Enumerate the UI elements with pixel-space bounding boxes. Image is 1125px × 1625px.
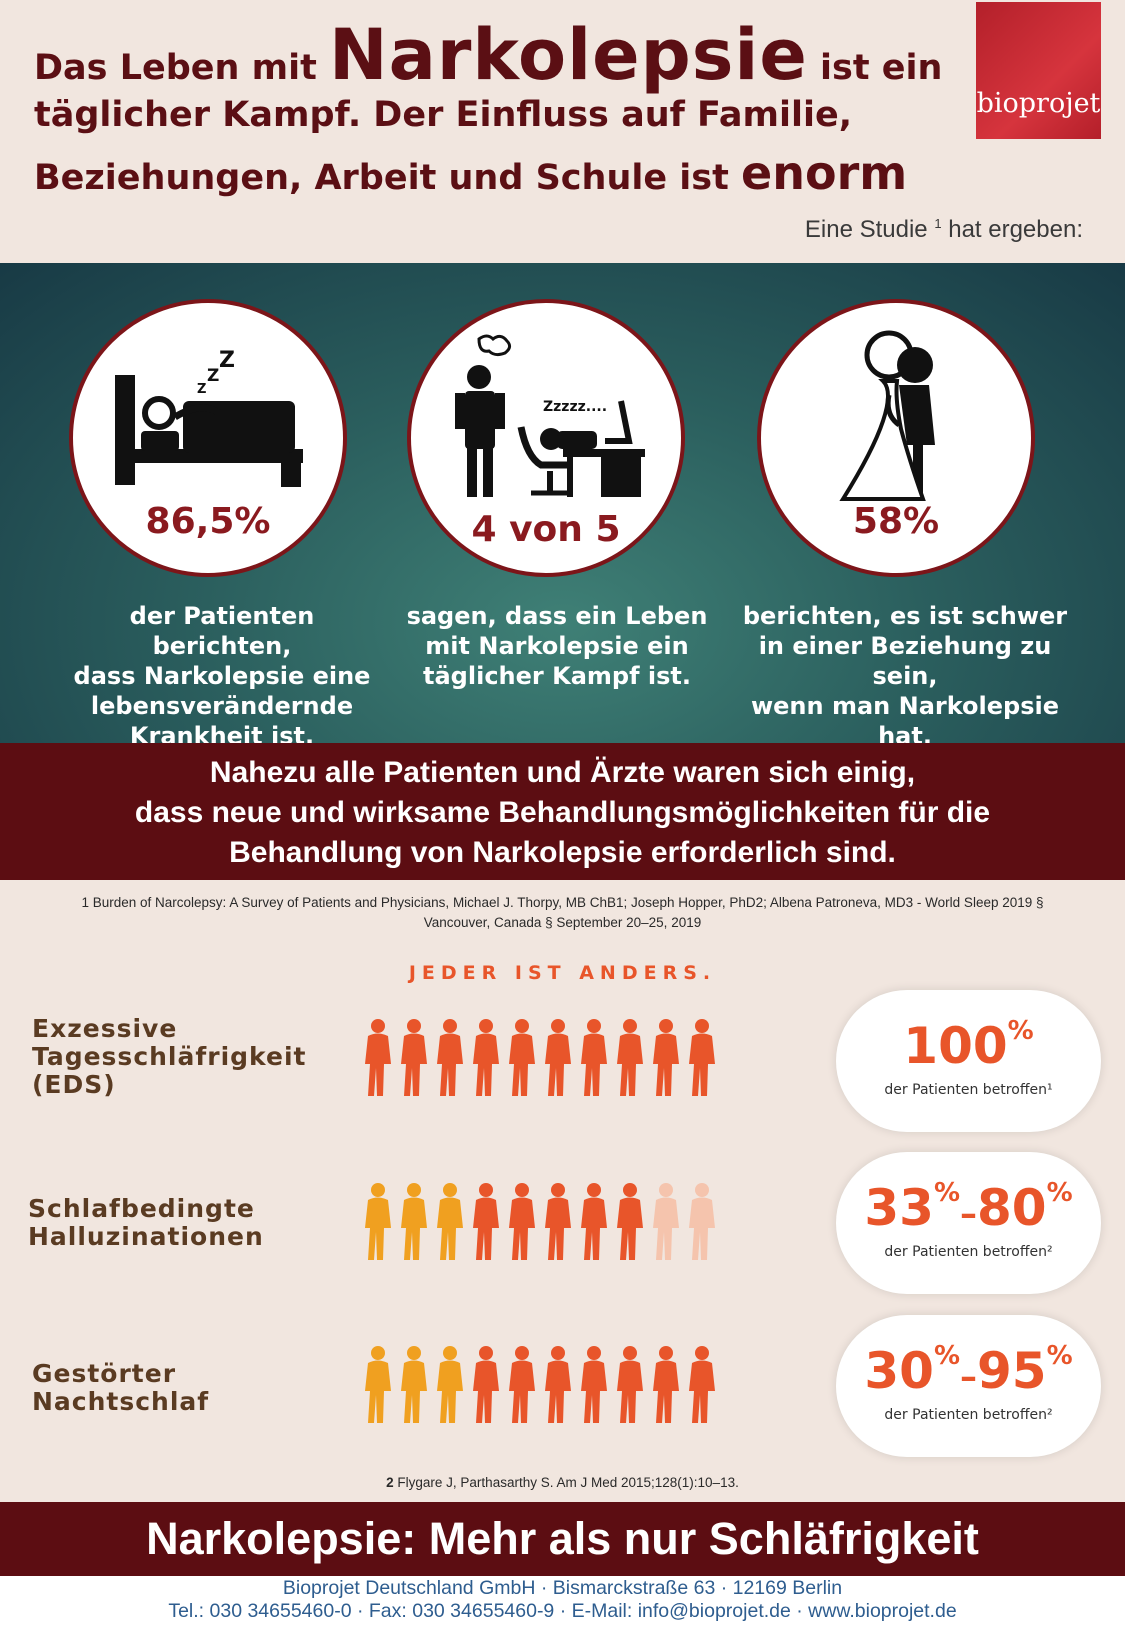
stat-caption-1: der Patienten berichten, dass Narkolepsie… (73, 602, 371, 750)
person-icon (617, 1346, 643, 1423)
bottom-title: Narkolepsie: Mehr als nur Schläfrigkeit (146, 1513, 979, 1564)
pill-value-hallucinations: 33%–80% (864, 1178, 1073, 1237)
people-icons-hallucinations (365, 1183, 715, 1260)
bottom-title-band: Narkolepsie: Mehr als nur Schläfrigkeit (0, 1502, 1125, 1576)
person-icon (689, 1019, 715, 1096)
footnote-2: 2 Flygare J, Parthasarthy S. Am J Med 20… (386, 1475, 739, 1490)
consensus-banner: Nahezu alle Patienten und Ärzte waren si… (0, 743, 1125, 880)
person-icon (401, 1346, 427, 1423)
svg-text:Zzzzz....: Zzzzz.... (543, 399, 607, 415)
title-line-2: täglicher Kampf. Der Einfluss auf Famili… (34, 95, 852, 135)
stat-pill-eds: 100% der Patienten betroffen¹ (836, 990, 1101, 1132)
svg-text:Z: Z (197, 382, 206, 397)
person-icon (653, 1019, 679, 1096)
person-icon (689, 1183, 715, 1260)
title-line-1: Das Leben mit Narkolepsie ist ein (34, 14, 943, 96)
footer: Bioprojet Deutschland GmbH · Bismarckstr… (0, 1576, 1125, 1625)
person-icon (473, 1183, 499, 1260)
person-icon (437, 1346, 463, 1423)
person-icon (581, 1019, 607, 1096)
banner-line-1: Nahezu alle Patienten und Ärzte waren si… (209, 756, 916, 789)
stat-circle-1: Z Z Z 86,5% (69, 299, 347, 577)
symptom-label-eds: Exzessive Tagesschläfrigkeit (EDS) (32, 1014, 307, 1099)
stat-circle-3: 58% (757, 299, 1035, 577)
person-icon (653, 1183, 679, 1260)
banner-line-3: Behandlung von Narkolepsie erforderlich … (229, 836, 896, 869)
stat-caption-3: berichten, es ist schwer in einer Beziehu… (742, 602, 1068, 750)
stat-value-1: 86,5% (145, 501, 271, 542)
section-heading: JEDER IST ANDERS. (408, 962, 717, 984)
person-icon (365, 1183, 391, 1260)
sleeping-in-bed-icon: Z Z Z (115, 348, 303, 487)
bioprojet-logo: bioprojet (976, 2, 1101, 139)
pill-caption-night-sleep: der Patienten betroffen² (884, 1407, 1053, 1423)
person-icon (401, 1019, 427, 1096)
stat-value-2: 4 von 5 (471, 509, 621, 550)
symptom-label-night-sleep: Gestörter Nachtschlaf (32, 1359, 210, 1416)
footer-contact: Tel.: 030 34655460-0 · Fax: 030 34655460… (168, 1600, 957, 1622)
pill-value-eds: 100% (903, 1016, 1034, 1075)
pill-value-night-sleep: 30%–95% (864, 1341, 1073, 1400)
person-icon (437, 1019, 463, 1096)
people-icons-night-sleep (365, 1346, 715, 1423)
person-icon (581, 1346, 607, 1423)
wedding-couple-icon (839, 330, 935, 501)
person-icon (545, 1183, 571, 1260)
person-icon (401, 1183, 427, 1260)
person-icon (545, 1019, 571, 1096)
person-icon (365, 1019, 391, 1096)
banner-line-2: dass neue und wirksame Behandlungsmöglic… (134, 796, 991, 829)
title-keyword: Narkolepsie (329, 14, 808, 96)
footer-address: Bioprojet Deutschland GmbH · Bismarckstr… (282, 1577, 843, 1599)
person-icon (617, 1183, 643, 1260)
title-line-3: Beziehungen, Arbeit und Schule ist enorm (34, 146, 908, 200)
stat-circle-2: Zzzzz.... 4 von 5 (407, 299, 685, 577)
person-icon (545, 1346, 571, 1423)
person-icon (653, 1346, 679, 1423)
header: Das Leben mit Narkolepsie ist ein täglic… (0, 0, 1125, 263)
person-icon (509, 1183, 535, 1260)
study-intro: Eine Studie 1 hat ergeben: (804, 216, 1083, 243)
study-results-section: Z Z Z 86,5% der Patienten berichten, dass… (0, 263, 1125, 750)
person-icon (473, 1019, 499, 1096)
footnote-1: 1 Burden of Narcolepsy: A Survey of Pati… (81, 895, 1044, 930)
stat-pill-night-sleep: 30%–95% der Patienten betroffen² (836, 1315, 1101, 1457)
pill-caption-eds: der Patienten betroffen¹ (884, 1082, 1053, 1098)
stat-value-3: 58% (852, 501, 940, 542)
person-icon (509, 1019, 535, 1096)
symptom-label-hallucinations: Schlafbedingte Halluzinationen (28, 1194, 264, 1251)
person-icon (365, 1346, 391, 1423)
stat-caption-2: sagen, dass ein Leben mit Narkolepsie ein… (406, 602, 708, 690)
person-icon (689, 1346, 715, 1423)
pill-caption-hallucinations: der Patienten betroffen² (884, 1244, 1053, 1260)
stat-pill-hallucinations: 33%–80% der Patienten betroffen² (836, 1152, 1101, 1294)
person-icon (581, 1183, 607, 1260)
person-icon (617, 1019, 643, 1096)
people-icons-eds (365, 1019, 715, 1096)
person-icon (437, 1183, 463, 1260)
sleeping-at-desk-icon: Zzzzz.... (455, 334, 645, 497)
person-icon (509, 1346, 535, 1423)
person-icon (473, 1346, 499, 1423)
svg-text:Z: Z (219, 348, 235, 373)
svg-text:Z: Z (207, 366, 219, 386)
